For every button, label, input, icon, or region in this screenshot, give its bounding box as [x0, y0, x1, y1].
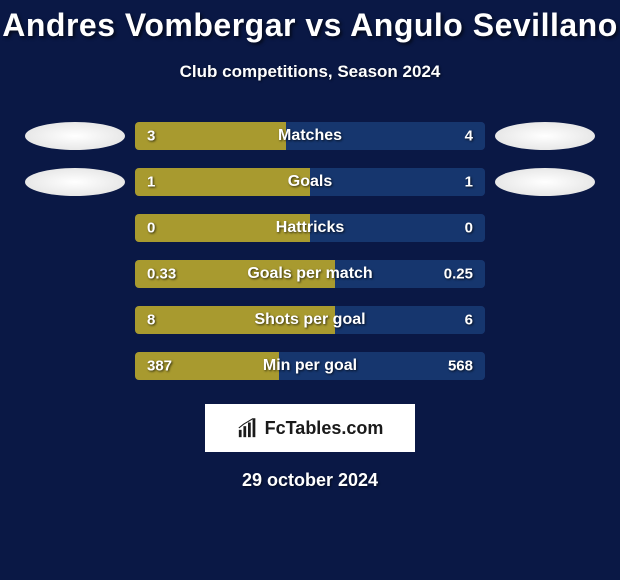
stat-value-left: 3 [147, 128, 155, 145]
stat-value-right: 568 [448, 358, 473, 375]
player-right-avatar [495, 168, 595, 196]
avatar-placeholder [495, 260, 595, 288]
stat-label: Matches [278, 127, 342, 145]
stats-chart: 3 4 Matches 1 1 Goals 0 0 Hattricks 0.33 0.25 Goals… [0, 122, 620, 380]
comparison-card: Andres Vombergar vs Angulo Sevillano Clu… [0, 0, 620, 491]
stat-value-left: 1 [147, 174, 155, 191]
stat-label: Min per goal [263, 357, 357, 375]
avatar-placeholder [25, 352, 125, 380]
stat-label: Hattricks [276, 219, 344, 237]
stat-bar-left [135, 168, 310, 196]
stat-value-left: 387 [147, 358, 172, 375]
stat-value-right: 0.25 [444, 266, 473, 283]
stat-label: Goals per match [247, 265, 372, 283]
brand-text: FcTables.com [265, 418, 384, 439]
stat-bar: 387 568 Min per goal [135, 352, 485, 380]
stat-value-right: 1 [465, 174, 473, 191]
avatar-placeholder [495, 214, 595, 242]
stat-bar: 3 4 Matches [135, 122, 485, 150]
stat-bar: 1 1 Goals [135, 168, 485, 196]
page-subtitle: Club competitions, Season 2024 [0, 62, 620, 82]
stat-value-right: 6 [465, 312, 473, 329]
stat-value-right: 0 [465, 220, 473, 237]
stat-bar-left [135, 122, 286, 150]
bar-chart-icon [237, 417, 259, 439]
avatar-placeholder [25, 260, 125, 288]
stat-row: 3 4 Matches [10, 122, 610, 150]
avatar-placeholder [25, 306, 125, 334]
player-left-avatar [25, 122, 125, 150]
stat-row: 8 6 Shots per goal [10, 306, 610, 334]
stat-value-left: 8 [147, 312, 155, 329]
player-right-avatar [495, 122, 595, 150]
page-title: Andres Vombergar vs Angulo Sevillano [0, 7, 620, 44]
stat-row: 0 0 Hattricks [10, 214, 610, 242]
stat-bar-right [310, 168, 485, 196]
avatar-placeholder [25, 214, 125, 242]
stat-row: 0.33 0.25 Goals per match [10, 260, 610, 288]
brand-badge[interactable]: FcTables.com [205, 404, 415, 452]
stat-bar: 0.33 0.25 Goals per match [135, 260, 485, 288]
stat-label: Shots per goal [254, 311, 365, 329]
player-left-avatar [25, 168, 125, 196]
stat-bar: 8 6 Shots per goal [135, 306, 485, 334]
avatar-placeholder [495, 352, 595, 380]
stat-bar: 0 0 Hattricks [135, 214, 485, 242]
avatar-placeholder [495, 306, 595, 334]
date-line: 29 october 2024 [0, 470, 620, 491]
stat-value-left: 0.33 [147, 266, 176, 283]
stat-value-left: 0 [147, 220, 155, 237]
stat-label: Goals [288, 173, 332, 191]
stat-value-right: 4 [465, 128, 473, 145]
stat-row: 1 1 Goals [10, 168, 610, 196]
stat-row: 387 568 Min per goal [10, 352, 610, 380]
